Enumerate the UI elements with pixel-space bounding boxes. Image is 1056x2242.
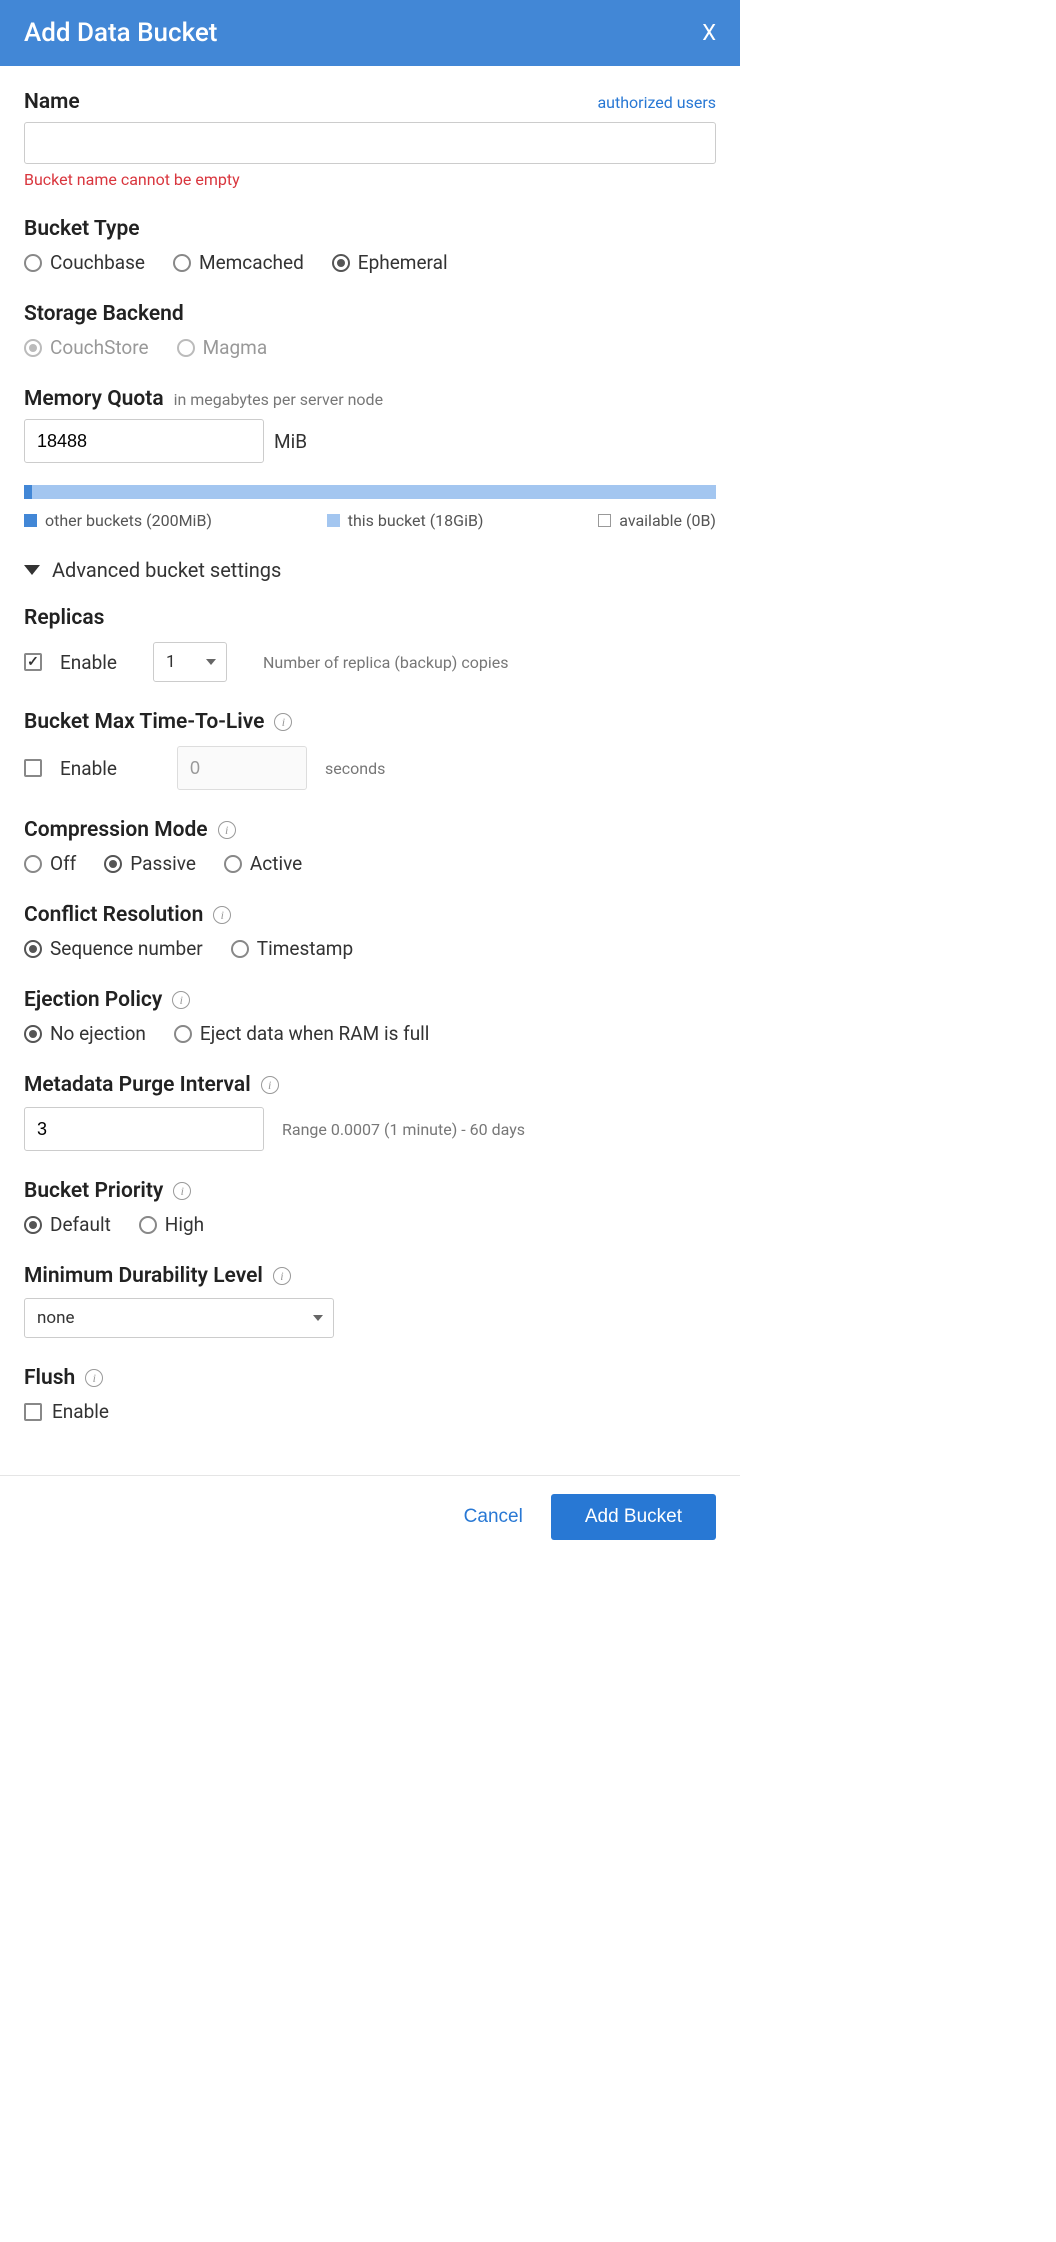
radio-icon — [174, 1025, 192, 1043]
radio-icon — [332, 254, 350, 272]
priority-section: Bucket Priority i Default High — [24, 1179, 716, 1236]
legend-other: other buckets (200MiB) — [24, 511, 212, 530]
flush-enable-label: Enable — [52, 1400, 109, 1423]
compression-passive[interactable]: Passive — [104, 852, 196, 875]
ttl-enable-label: Enable — [60, 757, 117, 780]
replicas-hint: Number of replica (backup) copies — [263, 653, 508, 672]
ttl-label: Bucket Max Time-To-Live — [24, 710, 264, 734]
ejection-full[interactable]: Eject data when RAM is full — [174, 1022, 430, 1045]
swatch-icon — [327, 514, 340, 527]
radio-icon — [24, 254, 42, 272]
info-icon[interactable]: i — [213, 906, 231, 924]
storage-backend-section: Storage Backend CouchStore Magma — [24, 302, 716, 359]
radio-icon — [177, 339, 195, 357]
name-input[interactable] — [24, 122, 716, 164]
authorized-users-link[interactable]: authorized users — [597, 93, 716, 112]
durability-section: Minimum Durability Level i none — [24, 1264, 716, 1338]
compression-section: Compression Mode i Off Passive Active — [24, 818, 716, 875]
radio-icon — [24, 855, 42, 873]
info-icon[interactable]: i — [173, 1182, 191, 1200]
dialog-footer: Cancel Add Bucket — [0, 1475, 740, 1558]
cancel-button[interactable]: Cancel — [464, 1506, 523, 1528]
conflict-section: Conflict Resolution i Sequence number Ti… — [24, 903, 716, 960]
memory-quota-hint: in megabytes per server node — [174, 390, 383, 409]
flush-enable-checkbox[interactable] — [24, 1403, 42, 1421]
ttl-section: Bucket Max Time-To-Live i Enable seconds — [24, 710, 716, 790]
name-section: Name authorized users Bucket name cannot… — [24, 90, 716, 189]
durability-label: Minimum Durability Level — [24, 1264, 263, 1288]
priority-default[interactable]: Default — [24, 1213, 111, 1236]
radio-icon — [231, 940, 249, 958]
info-icon[interactable]: i — [273, 1267, 291, 1285]
replicas-count-select[interactable]: 1 — [153, 642, 227, 682]
replicas-label: Replicas — [24, 606, 104, 630]
conflict-sequence[interactable]: Sequence number — [24, 937, 203, 960]
compression-label: Compression Mode — [24, 818, 208, 842]
dialog-title: Add Data Bucket — [24, 18, 217, 48]
name-error: Bucket name cannot be empty — [24, 170, 716, 189]
compression-off[interactable]: Off — [24, 852, 76, 875]
close-icon[interactable]: X — [702, 21, 716, 46]
bucket-type-label: Bucket Type — [24, 217, 140, 241]
replicas-enable-label: Enable — [60, 651, 117, 674]
memory-quota-label: Memory Quota — [24, 387, 164, 411]
swatch-icon — [598, 514, 611, 527]
purge-label: Metadata Purge Interval — [24, 1073, 251, 1097]
compression-active[interactable]: Active — [224, 852, 302, 875]
purge-hint: Range 0.0007 (1 minute) - 60 days — [282, 1120, 525, 1139]
memory-quota-section: Memory Quota in megabytes per server nod… — [24, 387, 716, 530]
ttl-value-input — [177, 746, 307, 790]
radio-icon — [24, 339, 42, 357]
info-icon[interactable]: i — [218, 821, 236, 839]
bucket-type-couchbase[interactable]: Couchbase — [24, 251, 145, 274]
priority-label: Bucket Priority — [24, 1179, 163, 1203]
replicas-enable-checkbox[interactable] — [24, 653, 42, 671]
purge-input[interactable] — [24, 1107, 264, 1151]
bucket-type-memcached[interactable]: Memcached — [173, 251, 304, 274]
radio-icon — [224, 855, 242, 873]
advanced-toggle[interactable]: Advanced bucket settings — [24, 558, 716, 582]
info-icon[interactable]: i — [274, 713, 292, 731]
ejection-label: Ejection Policy — [24, 988, 162, 1012]
storage-magma: Magma — [177, 336, 268, 359]
durability-select[interactable]: none — [24, 1298, 334, 1338]
radio-icon — [104, 855, 122, 873]
flush-label: Flush — [24, 1366, 75, 1390]
bucket-type-ephemeral[interactable]: Ephemeral — [332, 251, 448, 274]
purge-section: Metadata Purge Interval i Range 0.0007 (… — [24, 1073, 716, 1151]
quota-bar — [24, 485, 716, 499]
info-icon[interactable]: i — [85, 1369, 103, 1387]
ejection-none[interactable]: No ejection — [24, 1022, 146, 1045]
chevron-down-icon — [313, 1315, 323, 1321]
conflict-timestamp[interactable]: Timestamp — [231, 937, 353, 960]
bucket-type-section: Bucket Type Couchbase Memcached Ephemera… — [24, 217, 716, 274]
storage-backend-label: Storage Backend — [24, 302, 184, 326]
radio-icon — [24, 1216, 42, 1234]
radio-icon — [24, 1025, 42, 1043]
radio-icon — [139, 1216, 157, 1234]
dialog-header: Add Data Bucket X — [0, 0, 740, 66]
ejection-section: Ejection Policy i No ejection Eject data… — [24, 988, 716, 1045]
legend-this: this bucket (18GiB) — [327, 511, 484, 530]
replicas-section: Replicas Enable 1 Number of replica (bac… — [24, 606, 716, 682]
ttl-enable-checkbox[interactable] — [24, 759, 42, 777]
legend-available: available (0B) — [598, 511, 716, 530]
info-icon[interactable]: i — [172, 991, 190, 1009]
chevron-down-icon — [24, 565, 40, 575]
memory-quota-input[interactable] — [24, 419, 264, 463]
storage-couchstore: CouchStore — [24, 336, 149, 359]
add-bucket-button[interactable]: Add Bucket — [551, 1494, 716, 1540]
priority-high[interactable]: High — [139, 1213, 204, 1236]
swatch-icon — [24, 514, 37, 527]
flush-section: Flush i Enable — [24, 1366, 716, 1423]
radio-icon — [173, 254, 191, 272]
conflict-label: Conflict Resolution — [24, 903, 203, 927]
name-label: Name — [24, 90, 80, 114]
memory-quota-unit: MiB — [274, 430, 307, 453]
radio-icon — [24, 940, 42, 958]
info-icon[interactable]: i — [261, 1076, 279, 1094]
ttl-unit: seconds — [325, 759, 385, 778]
quota-bar-used — [24, 485, 32, 499]
chevron-down-icon — [206, 659, 216, 665]
